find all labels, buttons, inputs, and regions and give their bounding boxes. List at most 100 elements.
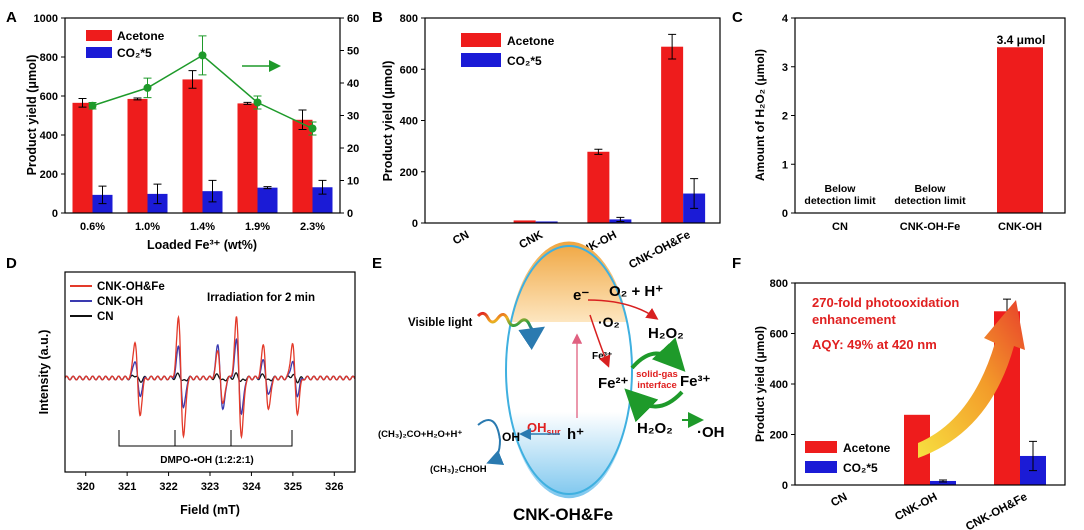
y-tick-label: 200 [400,167,418,179]
error-bar [616,216,625,222]
bracket-label: DMPO-•OH (1:2:2:1) [160,455,254,466]
legend-co2-swatch [86,47,112,58]
green-series-point [198,51,207,60]
error-bar [1029,440,1037,472]
annotation-below-fe-1: Below [915,183,947,195]
green-series-point [143,83,152,92]
enhancement-arrow [918,300,1025,458]
x-tick-label: CNK-OH [998,221,1042,233]
y-tick-label: 1000 [34,13,58,25]
conduction-band [510,241,628,322]
error-bar [243,101,252,105]
diagram-title: CNK-OH&Fe [513,505,613,524]
y2-tick-label: 20 [347,143,359,155]
x-tick-label: 321 [118,481,136,493]
chart-f-ylabel: Product yield (μmol) [753,326,767,442]
error-bar [668,33,677,60]
x-tick-label: CN [829,491,849,509]
bar-co2 [930,480,956,485]
x-tick-label: CNK-OH&Fe [627,229,692,271]
error-bar [208,179,217,203]
light-wave [476,311,545,350]
error-bar [263,186,272,190]
y2-tick-label: 40 [347,78,359,90]
chart-d-legend: CNK-OH&Fe CNK-OH CN [70,281,165,323]
o2-reduction-arrow [587,299,659,320]
chart-a-plot: 0 200 400 600 800 1000 0.6% 1.0% 1.4% 1.9% 2.3% 0 10… [34,13,360,233]
panel-letter-a: A [6,9,17,26]
y-tick-label: 0 [412,218,418,230]
y-tick-label: 4 [782,13,789,25]
panel-letter-b: B [372,9,383,26]
bar-acetone [997,47,1043,213]
green-series-point [253,98,262,107]
oh-radical-right-label: ·OH [697,424,725,441]
chart-d: 320 321 322 323 324 325 326 CNK-OH&Fe CNK-OH C… [37,271,356,517]
fe3-small-label: Fe³⁺ [592,351,612,362]
error-bar [98,185,107,205]
peak-bracket [118,430,293,447]
oh-surface-main: OH [527,420,547,435]
x-tick-label: 320 [77,481,95,493]
cnk-oh-fe-spectrum [64,314,356,440]
oh-surface-sub: sur [547,427,562,437]
fenton-cycle-top [630,337,686,372]
annotation-below-cn-2: detection limit [804,195,876,207]
legend-acetone-label: Acetone [507,34,555,48]
y-tick-label: 3 [782,62,788,74]
chart-d-annotation: Irradiation for 2 min [207,292,315,304]
enhancement-line-2: enhancement [812,312,896,327]
y-tick-label: 2 [782,111,788,123]
panel-letter-e: E [372,255,382,272]
product-label: (CH₃)₂CHOH [430,464,487,475]
oh-radical-left-label: ·OH [498,430,520,444]
legend-co2-swatch [461,53,501,67]
chart-c-ylabel: Amount of H₂O₂ (μmol) [753,49,767,181]
legend-cn-label: CN [97,311,114,323]
chart-d-ylabel: Intensity (a.u.) [37,330,51,415]
h2o2-top-label: H₂O₂ [648,325,684,342]
bar-co2 [257,187,278,213]
error-bar [78,98,87,108]
enhancement-line-1: 270-fold photooxidation [812,295,959,310]
y-tick-label: 400 [40,130,58,142]
y-tick-label: 600 [400,64,418,76]
error-bar [188,70,197,89]
electron-to-fe-arrow [589,314,611,368]
error-bar [690,178,699,209]
panel-letter-c: C [732,9,743,26]
interface-label-1: solid-gas [636,369,678,380]
chart-d-plot: 320 321 322 323 324 325 326 [64,314,356,493]
x-tick-label: 1.0% [135,221,160,233]
cn-spectrum [64,372,356,384]
error-bar [133,97,142,101]
reactant-label: (CH₃)₂CO+H₂O+H⁺ [378,429,462,440]
error-bar [939,479,947,483]
chart-d-frame [64,271,356,473]
bar-acetone [237,103,258,213]
electron-label: e⁻ [573,287,589,304]
x-tick-label: 322 [159,481,177,493]
legend-co2-label: CO₂*5 [117,46,152,60]
chart-c: 0 1 2 3 4 CN CNK-OH-Fe CNK-OH Below detection l… [753,13,1066,233]
chart-f-frame [794,282,1066,486]
annotation-value: 3.4 μmol [997,33,1046,47]
green-series-point [88,101,97,110]
panel-letter-d: D [6,255,17,272]
bar-acetone [182,79,203,213]
y-tick-label: 800 [400,13,418,25]
x-tick-label: 326 [325,481,343,493]
chart-a-xlabel: Loaded Fe³⁺ (wt%) [147,238,257,252]
bar-acetone [661,46,684,224]
x-tick-label: 325 [284,481,302,493]
particle-outline [505,245,633,495]
y-tick-label: 0 [782,208,788,220]
bar-co2 [312,187,333,213]
chart-a-frame [64,17,341,214]
error-bar [153,183,162,205]
y-tick-label: 600 [770,329,788,341]
legend-acetone-swatch [805,441,837,453]
chart-b-legend: Acetone CO₂*5 [461,33,555,68]
